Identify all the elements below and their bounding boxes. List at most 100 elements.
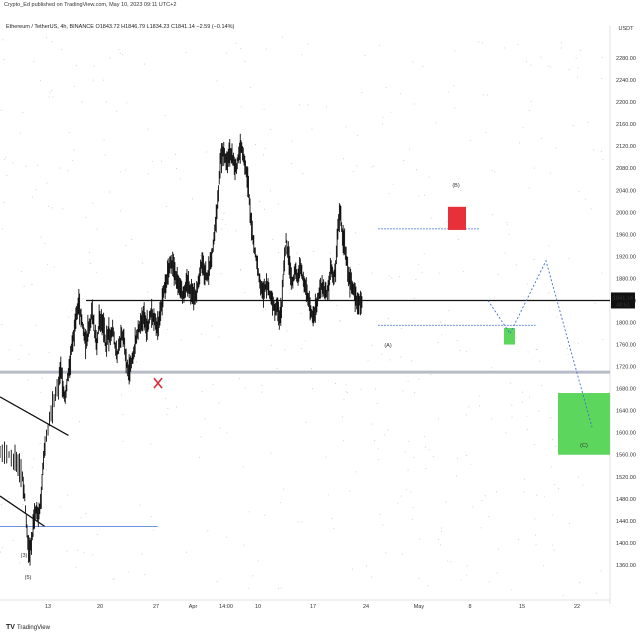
bg-dot xyxy=(283,488,284,490)
bg-dot xyxy=(1,228,3,230)
bg-dot xyxy=(85,513,86,514)
bg-dot xyxy=(357,135,358,137)
bg-dot xyxy=(240,269,242,271)
bg-dot xyxy=(554,446,556,447)
bg-dot xyxy=(550,417,552,419)
bg-dot xyxy=(601,151,602,152)
bg-dot xyxy=(126,102,128,104)
bg-dot xyxy=(478,41,480,43)
bg-dot xyxy=(301,348,302,349)
bg-dot xyxy=(347,392,348,393)
bg-dot xyxy=(40,80,41,82)
bg-dot xyxy=(89,251,90,253)
bg-dot xyxy=(491,418,493,420)
bg-dot xyxy=(384,434,386,436)
bg-dot xyxy=(493,297,495,299)
bg-dot xyxy=(600,570,602,572)
bg-dot xyxy=(466,574,468,576)
bg-dot xyxy=(526,283,528,285)
bg-dot xyxy=(167,329,169,330)
bg-dot xyxy=(286,330,288,332)
bg-dot xyxy=(577,67,579,69)
bg-dot xyxy=(345,391,347,393)
bg-dot xyxy=(466,565,468,567)
x-tick-label: Apr xyxy=(189,604,198,610)
bg-dot xyxy=(218,402,220,404)
bg-dot xyxy=(602,339,604,340)
bg-dot xyxy=(220,273,222,275)
bg-dot xyxy=(536,348,538,350)
bg-dot xyxy=(376,403,378,404)
bg-dot xyxy=(85,216,87,218)
bg-dot xyxy=(300,313,302,314)
bg-dot xyxy=(113,578,115,580)
bg-dot xyxy=(485,131,487,133)
bg-dot xyxy=(414,392,415,393)
bg-dot xyxy=(482,42,483,44)
bg-dot xyxy=(31,466,33,468)
bg-dot xyxy=(120,210,122,212)
y-tick-label: 2200.00 xyxy=(616,100,636,106)
bg-dot xyxy=(441,531,442,533)
bg-dot xyxy=(409,148,410,150)
bg-dot xyxy=(37,164,38,166)
bg-dot xyxy=(486,94,488,96)
bg-dot xyxy=(468,406,470,408)
bg-dot xyxy=(59,167,61,169)
bg-dot xyxy=(438,272,440,274)
bg-dot xyxy=(8,498,10,499)
bg-dot xyxy=(265,308,266,310)
bg-dot xyxy=(543,565,545,567)
bg-dot xyxy=(551,514,553,516)
bg-dot xyxy=(207,530,209,532)
bg-dot xyxy=(418,378,420,380)
bg-dot xyxy=(492,214,494,215)
bg-dot xyxy=(125,245,127,246)
bg-dot xyxy=(278,252,279,254)
bg-dot xyxy=(225,223,227,225)
bg-dot xyxy=(428,449,430,451)
bg-dot xyxy=(569,523,570,524)
bg-dot xyxy=(439,321,441,323)
bg-dot xyxy=(22,112,24,113)
bg-dot xyxy=(263,154,264,156)
bg-dot xyxy=(272,239,274,240)
bg-dot xyxy=(389,359,391,361)
bg-dot xyxy=(263,108,265,110)
bg-dot xyxy=(456,475,457,477)
x-tick-label: 8 xyxy=(468,604,471,610)
bg-dot xyxy=(147,128,149,130)
bg-dot xyxy=(302,173,304,174)
bg-dot xyxy=(541,385,542,386)
bg-dot xyxy=(496,572,498,574)
bg-dot xyxy=(40,236,42,238)
bg-dot xyxy=(284,349,286,351)
bg-dot xyxy=(439,544,441,546)
bg-dot xyxy=(144,335,146,337)
bg-dot xyxy=(216,581,218,582)
bg-dot xyxy=(447,560,449,562)
bg-dot xyxy=(433,456,435,457)
bg-dot xyxy=(51,207,53,209)
bg-dot xyxy=(352,171,354,173)
bg-dot xyxy=(139,504,141,506)
bg-dot xyxy=(199,457,201,458)
x-tick-label: 24 xyxy=(363,604,369,610)
bg-dot xyxy=(235,230,237,232)
y-tick-label: 2280.00 xyxy=(616,56,636,62)
bg-dot xyxy=(301,521,303,523)
bg-dot xyxy=(454,107,456,109)
bg-dot xyxy=(331,518,333,519)
bg-dot xyxy=(371,423,373,425)
x-tick-label: 20 xyxy=(97,604,103,610)
bg-dot xyxy=(448,91,450,93)
bg-dot xyxy=(361,92,363,93)
bg-dot xyxy=(418,195,420,197)
bg-dot xyxy=(460,579,462,581)
bg-dot xyxy=(180,339,182,341)
bg-dot xyxy=(412,507,414,508)
bg-dot xyxy=(528,187,530,189)
x-tick-label: 17 xyxy=(310,604,316,610)
bg-dot xyxy=(0,446,2,448)
